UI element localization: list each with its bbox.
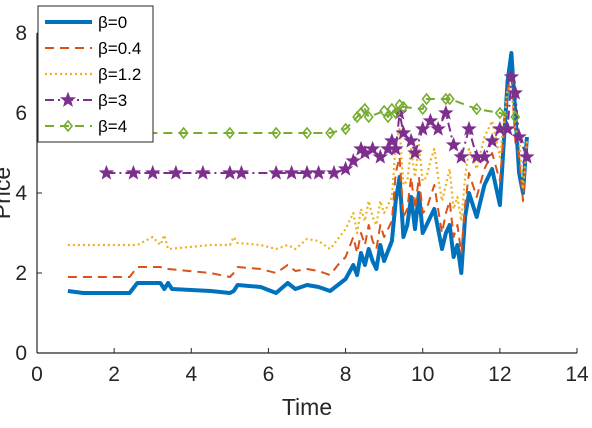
legend-entry-1: β=0.4 <box>45 39 141 58</box>
legend: β=0 β=0.4 β=1.2 β=3 β=4 <box>37 5 154 143</box>
data-point <box>507 84 523 100</box>
data-point <box>440 92 451 106</box>
data-point <box>398 100 409 114</box>
legend-marker <box>59 91 77 107</box>
data-point <box>98 164 115 180</box>
series-1 <box>67 76 528 278</box>
y-tick-label: 8 <box>15 22 27 45</box>
data-point <box>372 148 388 164</box>
data-point <box>476 148 493 164</box>
x-tick-label: 0 <box>31 363 43 386</box>
data-point <box>438 104 454 120</box>
legend-label: β=4 <box>98 117 127 136</box>
x-tick-label: 12 <box>488 363 511 386</box>
data-point <box>390 106 401 120</box>
legend-entry-4: β=4 <box>45 117 127 136</box>
legend-label: β=3 <box>98 91 127 110</box>
data-point <box>283 164 300 180</box>
legend-entry-2: β=1.2 <box>45 65 141 84</box>
data-point <box>430 120 446 136</box>
data-point <box>224 126 235 140</box>
data-point <box>388 140 404 156</box>
data-point <box>407 144 423 160</box>
x-tick-label: 4 <box>185 363 197 386</box>
x-axis-label: Time <box>282 394 332 420</box>
series-line-4 <box>133 98 516 134</box>
legend-entry-0: β=0 <box>45 13 127 32</box>
series-3 <box>98 68 535 180</box>
data-point <box>422 112 439 128</box>
data-point <box>299 164 315 180</box>
y-tick-label: 2 <box>15 262 27 285</box>
legend-box <box>37 5 154 143</box>
data-point <box>325 126 336 140</box>
data-point <box>359 102 370 116</box>
data-point <box>337 160 354 176</box>
series-line-1 <box>67 76 528 278</box>
series-line-3 <box>106 76 528 174</box>
data-point <box>168 164 184 180</box>
x-tick-label: 14 <box>565 363 589 386</box>
data-point <box>461 120 477 136</box>
y-axis-label: Price <box>0 167 15 219</box>
data-point <box>384 132 400 148</box>
x-tick-label: 6 <box>263 363 275 386</box>
series-line-2 <box>67 87 528 251</box>
data-point <box>195 164 211 180</box>
data-point <box>444 92 455 106</box>
data-point <box>499 120 516 136</box>
data-point <box>415 120 431 136</box>
data-point <box>421 92 432 106</box>
x-tick-label: 8 <box>340 363 352 386</box>
data-point <box>403 132 419 148</box>
series-2 <box>67 87 528 251</box>
legend-label: β=1.2 <box>98 65 141 84</box>
axes: 0 2 4 6 8 10 12 14 0 2 4 6 8 <box>15 22 589 386</box>
series-0 <box>67 51 529 295</box>
x-tick-label: 2 <box>108 363 120 386</box>
plot-lines <box>67 51 535 295</box>
data-point <box>268 164 284 180</box>
data-point <box>471 102 482 116</box>
legend-label: β=0.4 <box>98 39 141 58</box>
y-tick-label: 4 <box>15 182 27 205</box>
data-point <box>382 110 394 124</box>
data-point <box>510 110 521 124</box>
data-point <box>395 124 412 140</box>
x-tick-label: 10 <box>411 363 434 386</box>
legend-entry-3: β=3 <box>45 91 127 110</box>
data-point <box>484 132 500 148</box>
data-point <box>453 148 469 164</box>
data-point <box>494 106 505 120</box>
data-point <box>301 126 313 140</box>
data-point <box>345 152 361 168</box>
data-point <box>503 68 520 84</box>
data-point <box>326 164 342 180</box>
data-point <box>519 148 535 164</box>
y-tick-label: 0 <box>15 342 27 365</box>
y-tick-label: 6 <box>15 102 27 125</box>
data-point <box>271 126 282 140</box>
data-point <box>445 136 462 152</box>
data-point <box>125 164 142 180</box>
legend-marker <box>62 119 74 133</box>
data-point <box>178 126 189 140</box>
data-point <box>364 140 381 156</box>
data-point <box>363 110 374 124</box>
data-point <box>233 164 250 180</box>
data-point <box>417 102 428 116</box>
data-point <box>511 128 527 144</box>
legend-label: β=0 <box>98 13 127 32</box>
data-point <box>222 164 238 180</box>
data-point <box>145 164 161 180</box>
data-point <box>310 164 327 180</box>
series-4 <box>128 92 521 140</box>
series-line-0 <box>67 51 529 295</box>
data-point <box>340 122 351 136</box>
